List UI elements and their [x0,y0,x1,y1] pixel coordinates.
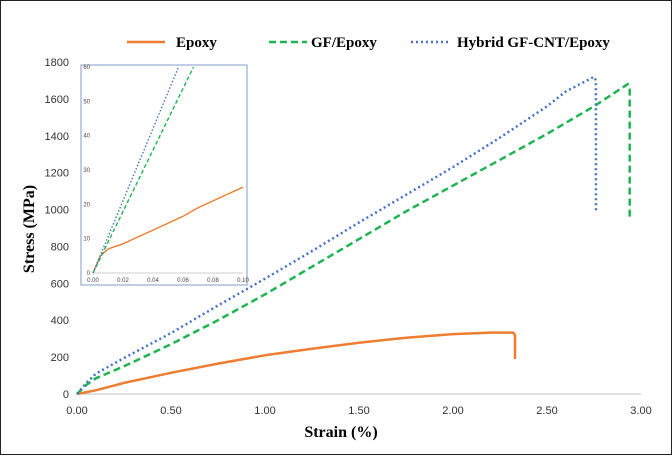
inset-plot-area [80,64,248,286]
inset-y-tick-label: 10 [83,237,90,243]
y-axis-ticks: 0 200 400 600 800 1000 1200 1400 1600 1800 [45,57,69,401]
x-axis-ticks: 0.00 0.50 1.00 1.50 2.00 2.50 3.00 [66,405,651,417]
inset-y-tick-label: 40 [83,134,90,140]
inset-x-tick-label: 0.02 [117,278,129,284]
legend-label-epoxy: Epoxy [176,35,217,51]
inset-x-tick-label: 0.04 [147,278,159,284]
series-line-gf-epoxy [76,82,631,395]
y-tick-label: 0 [63,389,69,401]
x-tick-label: 2.50 [536,405,557,417]
x-tick-label: 1.50 [348,405,369,417]
inset-y-tick-label: 30 [83,168,90,174]
main-plot-series [76,75,631,396]
inset-y-tick-label: 0 [87,271,91,277]
x-tick-label: 3.00 [630,405,651,417]
y-tick-label: 800 [51,241,69,253]
y-tick-label: 600 [51,278,69,290]
x-tick-label: 0.50 [160,405,181,417]
y-tick-label: 200 [51,352,69,364]
legend-label-gf-epoxy: GF/Epoxy [311,35,377,51]
x-tick-label: 1.00 [254,405,275,417]
inset-plot-series [92,66,244,274]
legend-label-hybrid: Hybrid GF-CNT/Epoxy [457,35,610,51]
y-tick-label: 400 [51,315,69,327]
y-tick-label: 1400 [45,131,69,143]
inset-x-tick-label: 0.10 [237,278,249,284]
x-tick-label: 0.00 [66,405,87,417]
inset-x-tick-label: 0.00 [87,278,99,284]
inset-ticks: 0 10 20 30 40 50 60 0.00 0.02 0.04 0.06 0.08 0.10 [83,65,249,284]
inset-y-tick-label: 50 [83,99,90,105]
y-tick-label: 1800 [45,57,69,69]
series-line-hybrid-gf-cnt-epoxy [76,75,598,395]
y-tick-label: 1000 [45,205,69,217]
inset-y-tick-label: 20 [83,202,90,208]
inset-series-line-epoxy [92,186,244,274]
inset-x-tick-label: 0.08 [207,278,219,284]
inset-series-line-hybrid-gf-cnt-epoxy [92,66,180,274]
y-tick-label: 1600 [45,94,69,106]
inset-x-tick-label: 0.06 [177,278,189,284]
inset-series-line-gf-epoxy [92,66,195,274]
y-tick-label: 1200 [45,168,69,180]
legend: Epoxy GF/Epoxy Hybrid GF-CNT/Epoxy [127,35,610,51]
y-axis-title: Stress (MPa) [21,185,38,273]
x-axis-title: Strain (%) [304,424,377,441]
inset-y-tick-label: 60 [83,65,90,71]
series-line-epoxy [76,331,517,396]
x-tick-label: 2.00 [442,405,463,417]
